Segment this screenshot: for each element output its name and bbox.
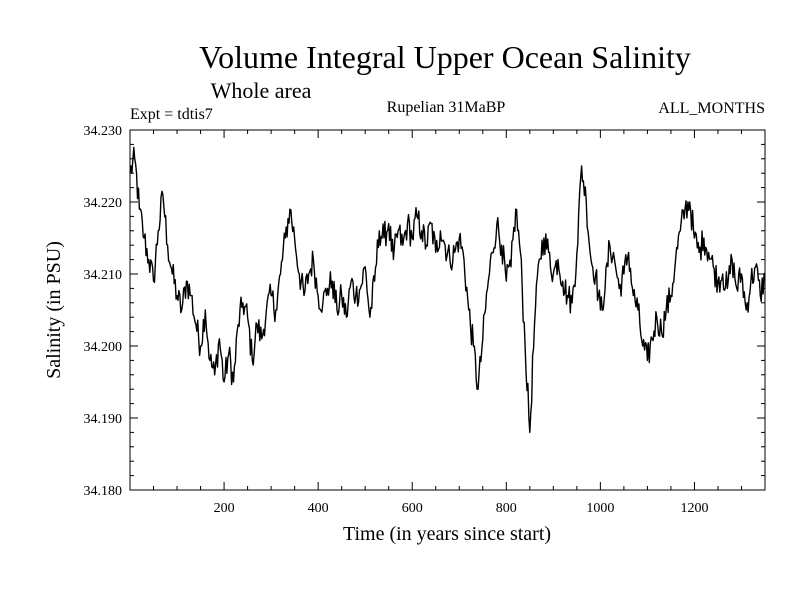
x-tick-label: 800 <box>496 501 517 516</box>
x-tick-label: 1200 <box>680 501 708 516</box>
x-tick-label: 400 <box>308 501 329 516</box>
period-label: Rupelian 31MaBP <box>387 99 506 116</box>
x-axis-label: Time (in years since start) <box>343 523 551 545</box>
x-tick-label: 200 <box>214 501 235 516</box>
experiment-label: Expt = tdtis7 <box>130 106 213 123</box>
y-tick-label: 34.200 <box>84 340 123 355</box>
months-label: ALL_MONTHS <box>658 100 765 117</box>
plot-frame <box>129 129 766 491</box>
y-tick-labels: 34.180 34.190 34.200 34.210 34.220 34.230 <box>84 124 123 499</box>
x-tick-labels: 200 400 600 800 1000 1200 <box>214 501 709 516</box>
x-tick-label: 1000 <box>586 501 614 516</box>
x-tick-label: 600 <box>402 501 423 516</box>
y-tick-label: 34.220 <box>84 196 123 211</box>
axis-ticks <box>130 130 765 490</box>
y-tick-label: 34.210 <box>84 268 123 283</box>
chart-subtitle: Whole area <box>211 78 312 103</box>
y-tick-label: 34.190 <box>84 412 123 427</box>
y-axis-label: Salinity (in PSU) <box>43 241 65 379</box>
y-tick-label: 34.230 <box>84 124 123 139</box>
salinity-series-line <box>129 146 766 434</box>
chart-title: Volume Integral Upper Ocean Salinity <box>199 39 691 75</box>
y-tick-label: 34.180 <box>84 484 123 499</box>
